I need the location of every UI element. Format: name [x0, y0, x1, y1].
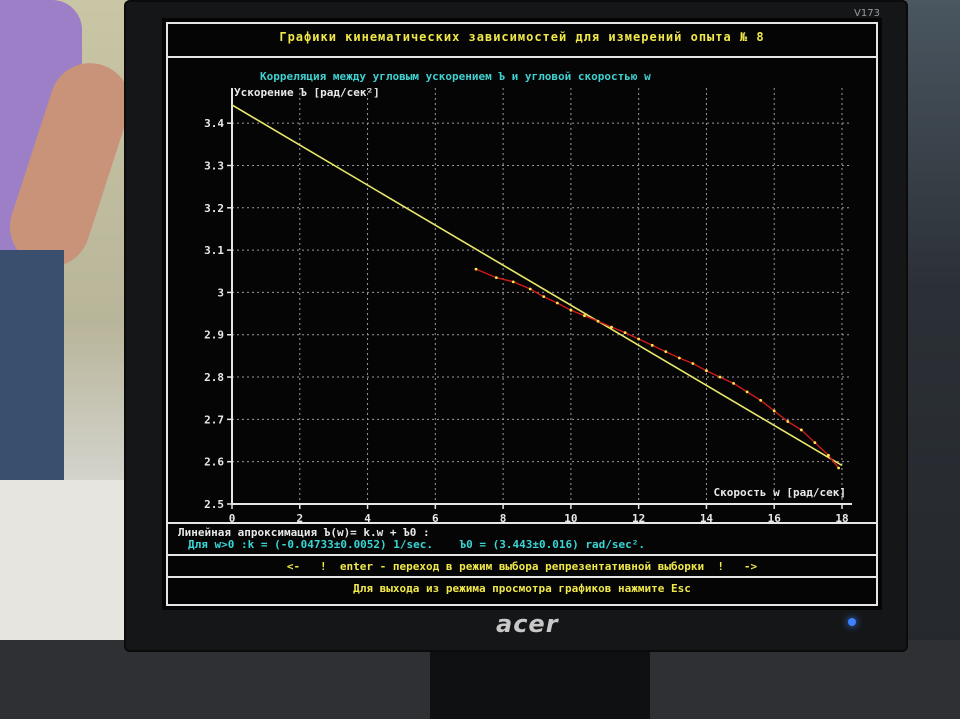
x-tick-label: 8 [500, 512, 507, 525]
monitor-model-label: V173 [854, 8, 880, 19]
data-point [596, 319, 600, 323]
data-point [569, 308, 573, 312]
data-point [677, 356, 681, 360]
x-tick-label: 18 [835, 512, 848, 525]
data-point [813, 441, 817, 445]
y-axis-label: Ускорение Ъ [рад/сек²] [234, 86, 380, 99]
window-title: Графики кинематических зависимостей для … [279, 30, 765, 44]
data-point [745, 390, 749, 394]
x-tick-label: 12 [632, 512, 645, 525]
y-tick-label: 2.8 [204, 371, 224, 384]
y-tick-label: 3 [217, 286, 224, 299]
data-point [664, 350, 668, 354]
data-point [528, 287, 532, 291]
x-tick-labels: 0 2 4 6 8 10 12 14 16 18 [229, 512, 849, 525]
data-point [494, 276, 498, 280]
data-point [610, 325, 613, 329]
person-jeans [0, 250, 64, 480]
data-point [555, 301, 559, 305]
data-point [474, 267, 478, 271]
y-tick-label: 2.5 [204, 498, 224, 511]
x-tick-label: 0 [229, 512, 236, 525]
y-tick-label: 3.1 [204, 244, 224, 257]
data-point [732, 382, 735, 385]
x-axis-label: Скорость w [рад/сек] [714, 486, 846, 499]
x-tick-label: 4 [364, 512, 371, 525]
data-point [705, 369, 708, 373]
x-tick-label: 10 [564, 512, 577, 525]
power-led-icon[interactable] [848, 618, 856, 626]
fit-coefficients: Для w>0 :k = (-0.04733±0.0052) 1/sec. Ъ0… [188, 538, 645, 551]
y-tick-label: 3.3 [204, 159, 224, 172]
y-tick-label: 3.2 [204, 202, 224, 215]
series [231, 104, 843, 470]
data-point [759, 398, 763, 402]
x-tick-label: 14 [700, 512, 714, 525]
brand-logo: acer [496, 610, 559, 638]
screen: Графики кинематических зависимостей для … [162, 18, 882, 610]
plot-divider [166, 522, 878, 524]
monitor-stand [430, 652, 650, 719]
data-point [511, 280, 515, 284]
y-tick-label: 3.4 [204, 117, 224, 130]
data-point [718, 375, 722, 379]
chart: 2.5 2.6 2.7 2.8 2.9 3 3.1 3.2 3.3 3.4 0 2 4 6 8 10 12 14… [204, 70, 852, 525]
data-point [542, 295, 546, 299]
info-divider [166, 554, 878, 556]
data-point [691, 362, 695, 365]
data-point [637, 337, 641, 341]
chart-title: Корреляция между угловым ускорением Ъ и … [260, 70, 651, 83]
x-tick-label: 6 [432, 512, 439, 525]
nav-divider [166, 576, 878, 578]
data-point [799, 428, 803, 432]
data-point [827, 453, 830, 457]
navigation-hint[interactable]: <- ! enter - переход в режим выбора репр… [286, 560, 758, 573]
data-point [786, 420, 790, 423]
data-point [650, 343, 654, 347]
exit-hint: Для выхода из режима просмотра графиков … [353, 582, 691, 595]
fit-line [231, 104, 843, 467]
x-tick-label: 2 [296, 512, 303, 525]
data-point [837, 466, 841, 470]
data-point [583, 314, 586, 318]
data-point [623, 331, 627, 335]
y-tick-labels: 2.5 2.6 2.7 2.8 2.9 3 3.1 3.2 3.3 3.4 [204, 117, 224, 511]
y-tick-label: 2.7 [204, 413, 224, 426]
y-tick-label: 2.9 [204, 329, 224, 342]
outer-frame [166, 22, 878, 606]
title-divider [166, 56, 878, 58]
fit-formula: Линейная апроксимация Ъ(w)= k.w + Ъ0 : [178, 526, 430, 539]
measured-line [475, 268, 840, 469]
y-tick-label: 2.6 [204, 456, 224, 469]
grid [227, 88, 852, 509]
background-wall [0, 0, 141, 719]
x-tick-label: 16 [768, 512, 782, 525]
data-point [772, 409, 776, 413]
